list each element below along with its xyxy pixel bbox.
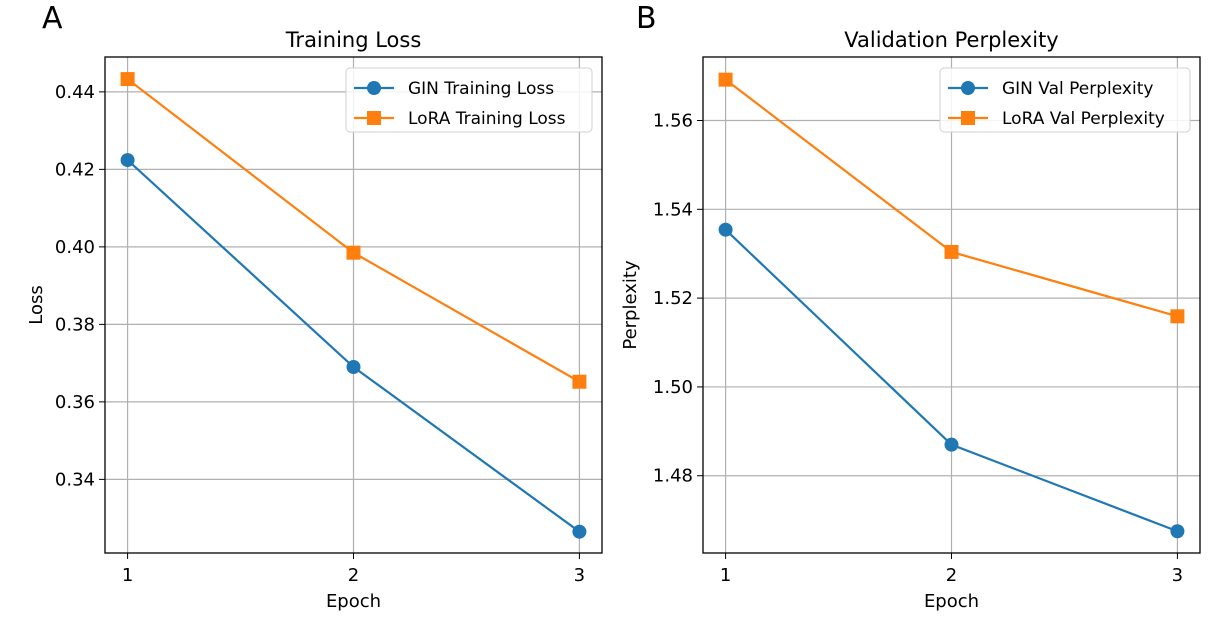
- panel-label-b: B: [636, 1, 657, 36]
- y-axis-label: Perplexity: [620, 260, 641, 350]
- plot-frame: [104, 56, 603, 554]
- legend-circle-marker: [367, 81, 381, 95]
- data-point-square: [718, 72, 733, 87]
- training-loss-chart: 1 2 3 0.34 0.36 0.38 0.40 0.42 0.44 Training Loss…: [26, 28, 603, 612]
- x-tick-label: 2: [946, 565, 957, 586]
- y-tick-label: 0.42: [55, 159, 95, 180]
- legend-label: LoRA Val Perplexity: [1002, 109, 1165, 129]
- data-point-square: [944, 244, 959, 259]
- legend-label: GIN Training Loss: [408, 79, 554, 99]
- data-point-circle: [718, 222, 733, 237]
- validation-perplexity-chart: 1 2 3 1.48 1.50 1.52 1.54 1.56 Validation Perple…: [620, 28, 1201, 612]
- legend-box: [345, 67, 593, 133]
- y-tick-label: 0.40: [55, 237, 95, 258]
- chart-title: Validation Perplexity: [844, 28, 1058, 52]
- y-tick-label: 1.54: [653, 199, 693, 220]
- y-tick-label: 1.52: [653, 288, 693, 309]
- legend: GIN Val Perplexity LoRA Val Perplexity: [939, 67, 1191, 133]
- x-tick-label: 3: [574, 565, 585, 586]
- data-point-circle: [944, 437, 959, 452]
- x-tick-label: 1: [720, 565, 731, 586]
- data-point-circle: [120, 153, 135, 168]
- data-point-square: [346, 245, 361, 260]
- y-tick-label: 1.50: [653, 377, 693, 398]
- plot-frame: [702, 56, 1201, 554]
- panel-label-a: A: [42, 1, 63, 36]
- y-tick-label: 0.34: [55, 469, 95, 490]
- y-tick-label: 1.56: [653, 110, 693, 131]
- data-point-square: [1170, 309, 1185, 324]
- chart-title: Training Loss: [285, 28, 422, 52]
- y-tick-label: 0.44: [55, 82, 95, 103]
- data-point-square: [120, 72, 135, 87]
- legend-label: GIN Val Perplexity: [1002, 79, 1153, 99]
- x-tick-label: 2: [348, 565, 359, 586]
- data-point-square: [572, 374, 587, 389]
- legend: GIN Training Loss LoRA Training Loss: [345, 67, 593, 133]
- y-tick-label: 0.38: [55, 314, 95, 335]
- x-axis-label: Epoch: [326, 591, 381, 612]
- data-point-circle: [572, 524, 587, 539]
- x-tick-label: 1: [122, 565, 133, 586]
- data-point-circle: [1170, 524, 1185, 539]
- legend-square-marker: [961, 111, 975, 125]
- y-axis-label: Loss: [26, 285, 47, 324]
- legend-box: [939, 67, 1191, 133]
- y-tick-label: 1.48: [653, 466, 693, 487]
- x-tick-label: 3: [1172, 565, 1183, 586]
- legend-circle-marker: [961, 81, 975, 95]
- data-point-circle: [346, 360, 361, 374]
- legend-square-marker: [367, 111, 381, 125]
- x-axis-label: Epoch: [924, 591, 979, 612]
- legend-label: LoRA Training Loss: [408, 109, 566, 129]
- y-tick-label: 0.36: [55, 392, 95, 413]
